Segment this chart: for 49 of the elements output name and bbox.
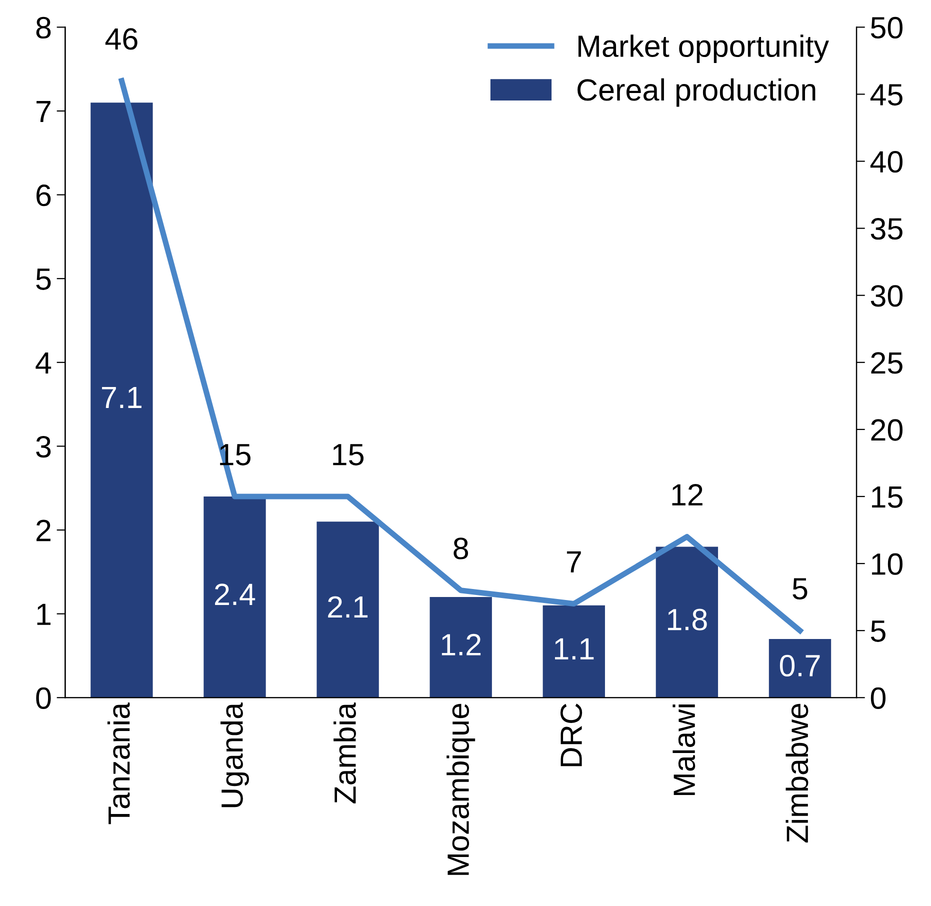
data-label: 12: [672, 484, 702, 506]
y-tick-label: 2: [36, 520, 50, 542]
data-label: 5: [792, 578, 808, 600]
legend-label: Market opportunity: [578, 34, 829, 64]
x-tick-label: Uganda: [220, 702, 249, 808]
x-tick-label: Mozambique: [446, 704, 476, 875]
bar: [542, 605, 605, 698]
x-tick-label: Tanzania: [107, 702, 130, 824]
y-tick-label: 7: [36, 101, 50, 122]
y2-tick-label: 10: [872, 553, 903, 575]
data-label: 0.7: [780, 654, 820, 676]
y-tick-label: 8: [36, 16, 51, 39]
y2-tick-label: 35: [870, 218, 902, 240]
y2-tick-label: 25: [871, 352, 902, 374]
x-tick-label: DRC: [560, 704, 582, 766]
bar: [316, 522, 379, 698]
bar: [656, 546, 718, 698]
data-label: 2.1: [328, 596, 368, 618]
y2-tick-label: 40: [870, 151, 903, 173]
data-label: 7: [566, 551, 581, 572]
legend-label: Cereal production: [578, 78, 816, 107]
data-label: 8: [454, 538, 468, 560]
y2-tick-label: 5: [870, 620, 886, 642]
y2-tick-label: 50: [870, 16, 903, 39]
y2-tick-label: 45: [870, 84, 902, 106]
data-label: 7.1: [102, 386, 142, 408]
y-tick-label: 0: [36, 687, 51, 709]
data-label: 1.2: [442, 634, 481, 656]
data-label: 2.4: [215, 584, 256, 605]
bar: [204, 496, 266, 698]
y2-tick-label: 30: [870, 285, 903, 307]
x-tick-label: Zimbabwe: [786, 704, 808, 842]
y-tick-label: 5: [36, 268, 51, 290]
data-label: 46: [105, 28, 138, 50]
y2-tick-label: 15: [872, 486, 902, 508]
y-tick-label: 3: [36, 436, 51, 458]
bar: [90, 102, 153, 698]
y-tick-label: 4: [36, 352, 52, 374]
x-tick-label: Zambia: [334, 702, 356, 804]
data-label: 1.8: [668, 608, 707, 630]
bar: [768, 638, 832, 698]
y-tick-label: 1: [37, 604, 50, 625]
bar: [430, 597, 492, 698]
data-label: 1.1: [554, 638, 594, 660]
data-label: 15: [333, 444, 364, 466]
y2-tick-label: 20: [871, 419, 903, 441]
x-tick-label: Malawi: [672, 704, 696, 796]
y-tick-label: 6: [36, 184, 51, 206]
y2-tick-label: 0: [870, 687, 886, 709]
